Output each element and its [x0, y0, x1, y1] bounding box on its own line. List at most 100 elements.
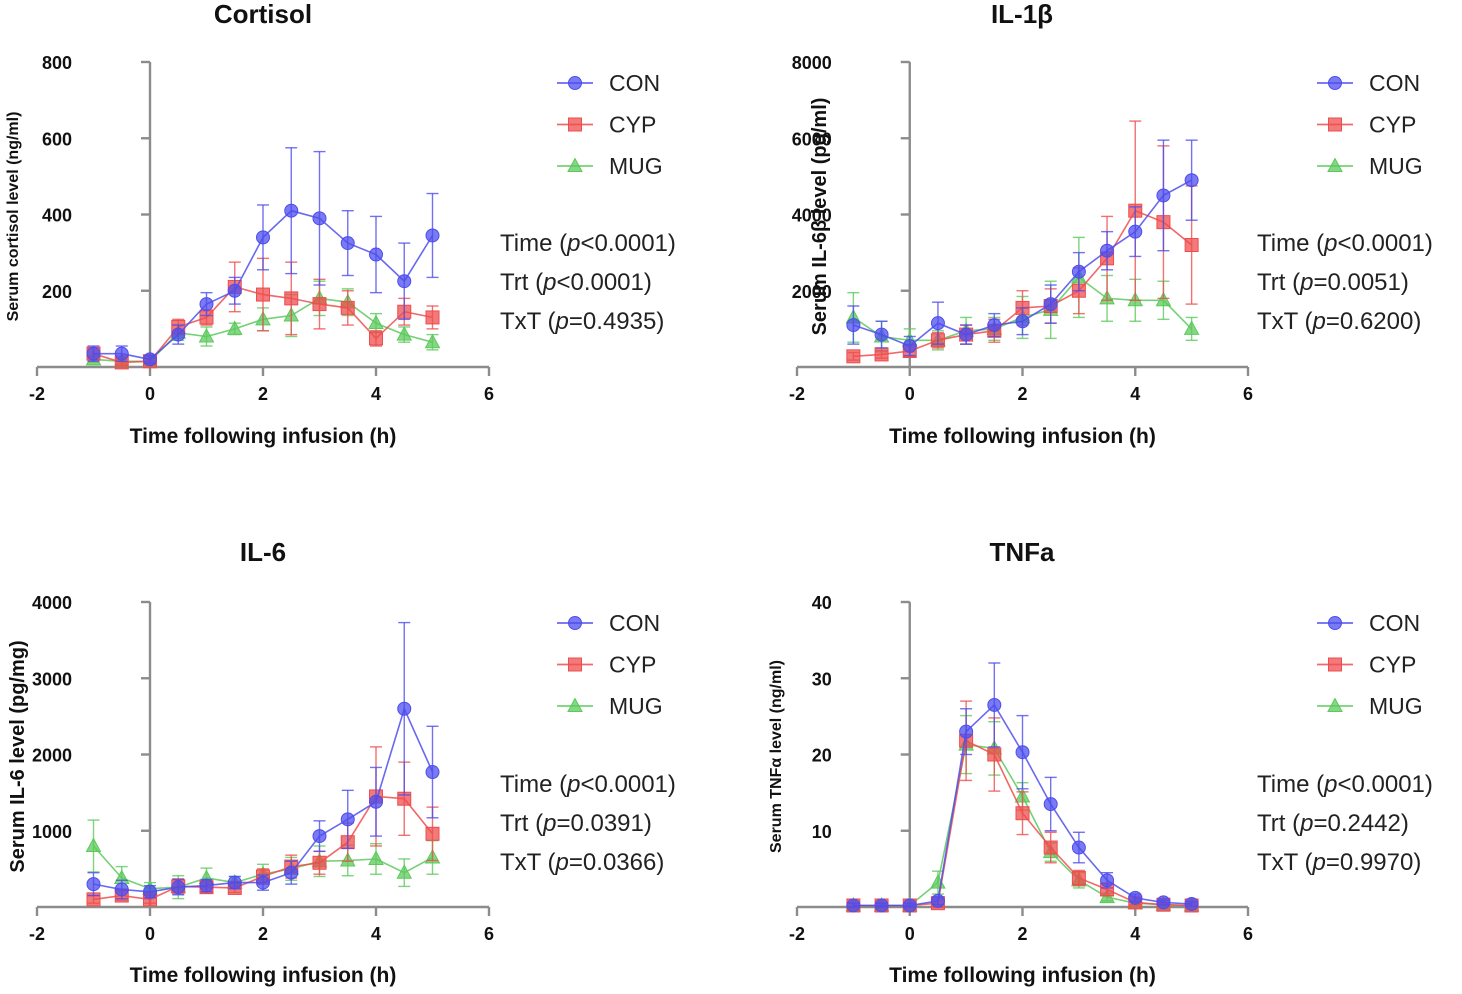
y-tick-label: 4000 — [792, 206, 832, 226]
data-point — [226, 320, 243, 335]
legend-marker — [567, 157, 583, 172]
panel-title: Cortisol — [214, 0, 312, 29]
panel-title: TNFa — [990, 537, 1056, 567]
y-tick-label: 4000 — [32, 593, 72, 613]
stat-p-symbol: p — [542, 810, 556, 837]
y-tick-label: 40 — [812, 593, 832, 613]
panel-title: IL-6 — [240, 537, 286, 567]
data-point — [425, 765, 440, 780]
x-tick-label: -2 — [29, 924, 45, 944]
data-point — [284, 203, 299, 218]
stat-line: Time (p<0.0001) — [500, 771, 676, 798]
stat-p-value: <0.0001) — [580, 230, 675, 257]
legend-marker — [568, 117, 582, 132]
data-point — [1043, 840, 1058, 855]
x-tick-label: 6 — [1243, 384, 1253, 404]
legend-label: CYP — [1369, 112, 1416, 138]
stat-line: Trt (p=0.0051) — [1257, 269, 1409, 296]
data-point — [256, 875, 270, 890]
legend-item-mug: MUG — [557, 693, 663, 719]
stat-p-value: =0.0391) — [556, 810, 651, 837]
legend-label: MUG — [1369, 153, 1423, 179]
data-point — [1043, 797, 1058, 812]
legend-label: CON — [609, 70, 660, 96]
stat-label: Time ( — [1257, 230, 1324, 257]
data-point — [1100, 873, 1115, 888]
data-point — [874, 327, 889, 342]
y-axis-label: Serum cortisol level (ng/ml) — [5, 112, 22, 322]
stats-annotation: Time (p<0.0001)Trt (p=0.2442)TxT (p=0.99… — [1257, 771, 1433, 876]
data-point — [425, 826, 440, 841]
data-point — [1043, 297, 1058, 312]
x-tick-label: -2 — [789, 384, 805, 404]
x-axis-label: Time following infusion (h) — [130, 964, 397, 987]
data-point — [1184, 896, 1199, 911]
legend-label: CYP — [609, 652, 656, 678]
data-point — [930, 893, 945, 908]
stat-p-value: <0.0001) — [1337, 771, 1432, 798]
stat-p-symbol: p — [1299, 269, 1313, 296]
data-point — [396, 864, 413, 879]
y-tick-label: 400 — [42, 206, 72, 226]
data-point — [425, 310, 440, 325]
y-axis-label: Serum IL-6 level (pg/mg) — [7, 640, 29, 872]
legend-label: CYP — [1369, 652, 1416, 678]
data-point — [1184, 173, 1199, 188]
x-tick-label: 0 — [145, 924, 155, 944]
legend-label: MUG — [1369, 693, 1423, 719]
y-tick-label: 2000 — [792, 282, 832, 302]
data-point — [902, 898, 917, 913]
stat-p-symbol: p — [1312, 849, 1326, 876]
data-point — [425, 228, 440, 243]
y-tick-label: 1000 — [32, 822, 72, 842]
x-tick-label: 6 — [484, 924, 494, 944]
legend-item-cyp: CYP — [557, 112, 656, 138]
data-point — [987, 697, 1002, 712]
series-con — [846, 662, 1199, 913]
y-axis-label: Serum TNFα level (ng/ml) — [768, 660, 785, 853]
data-point — [198, 327, 215, 343]
stat-label: Trt ( — [500, 810, 543, 837]
stat-label: Time ( — [500, 230, 567, 257]
panel-cortisol: Cortisol -2 0 2 4 6 200 400 600 800 Time following… — [5, 0, 676, 448]
legend-label: CYP — [609, 112, 656, 138]
stat-label: Trt ( — [1257, 810, 1300, 837]
data-point — [1015, 745, 1030, 760]
stats-annotation: Time (p<0.0001)Trt (p=0.0051)TxT (p=0.62… — [1257, 230, 1433, 335]
stats-annotation: Time (p<0.0001) Trt (p=0.0391) TxT (p=0.03… — [500, 771, 676, 876]
stat-label: TxT ( — [1257, 308, 1313, 335]
panel-il-6: IL-6 -2 0 2 4 6 1000 2000 3000 4000 Time following… — [7, 537, 676, 987]
x-axis-label: Time following infusion (h) — [889, 964, 1156, 987]
x-tick-label: 4 — [1130, 924, 1140, 944]
data-point — [987, 747, 1002, 762]
x-tick-label: 4 — [371, 384, 381, 404]
stat-line: TxT (p=0.0366) — [500, 849, 664, 876]
legend-marker — [1328, 616, 1342, 630]
legend-marker — [567, 697, 583, 712]
legend: CON CYP MUG — [557, 70, 663, 179]
data-point — [397, 701, 412, 716]
stat-line: Time (p<0.0001) — [1257, 771, 1433, 798]
legend-marker — [1328, 76, 1342, 90]
data-point — [85, 837, 102, 852]
y-tick-label: 6000 — [792, 129, 832, 149]
x-tick-label: 2 — [258, 924, 268, 944]
data-point — [86, 346, 101, 361]
legend-item-con: CON — [1317, 610, 1420, 636]
stat-p-value: =0.6200) — [1326, 308, 1421, 335]
x-tick-label: 6 — [484, 384, 494, 404]
stat-label: Time ( — [1257, 771, 1324, 798]
stat-p-value: =0.0051) — [1313, 269, 1408, 296]
stat-p-value: =0.4935) — [569, 308, 664, 335]
x-axis-label: Time following infusion (h) — [130, 425, 397, 448]
panel-il-1: IL-1β -2 0 2 4 6 2000 4000 6000 8000 Time followin… — [789, 0, 1433, 448]
data-point — [284, 291, 299, 306]
legend-label: CON — [1369, 70, 1420, 96]
stat-p-value: =0.2442) — [1313, 810, 1408, 837]
data-point — [959, 327, 974, 342]
data-point — [1155, 291, 1172, 307]
stat-p-symbol: p — [1299, 810, 1313, 837]
x-tick-label: 0 — [905, 384, 915, 404]
data-point — [846, 349, 861, 364]
